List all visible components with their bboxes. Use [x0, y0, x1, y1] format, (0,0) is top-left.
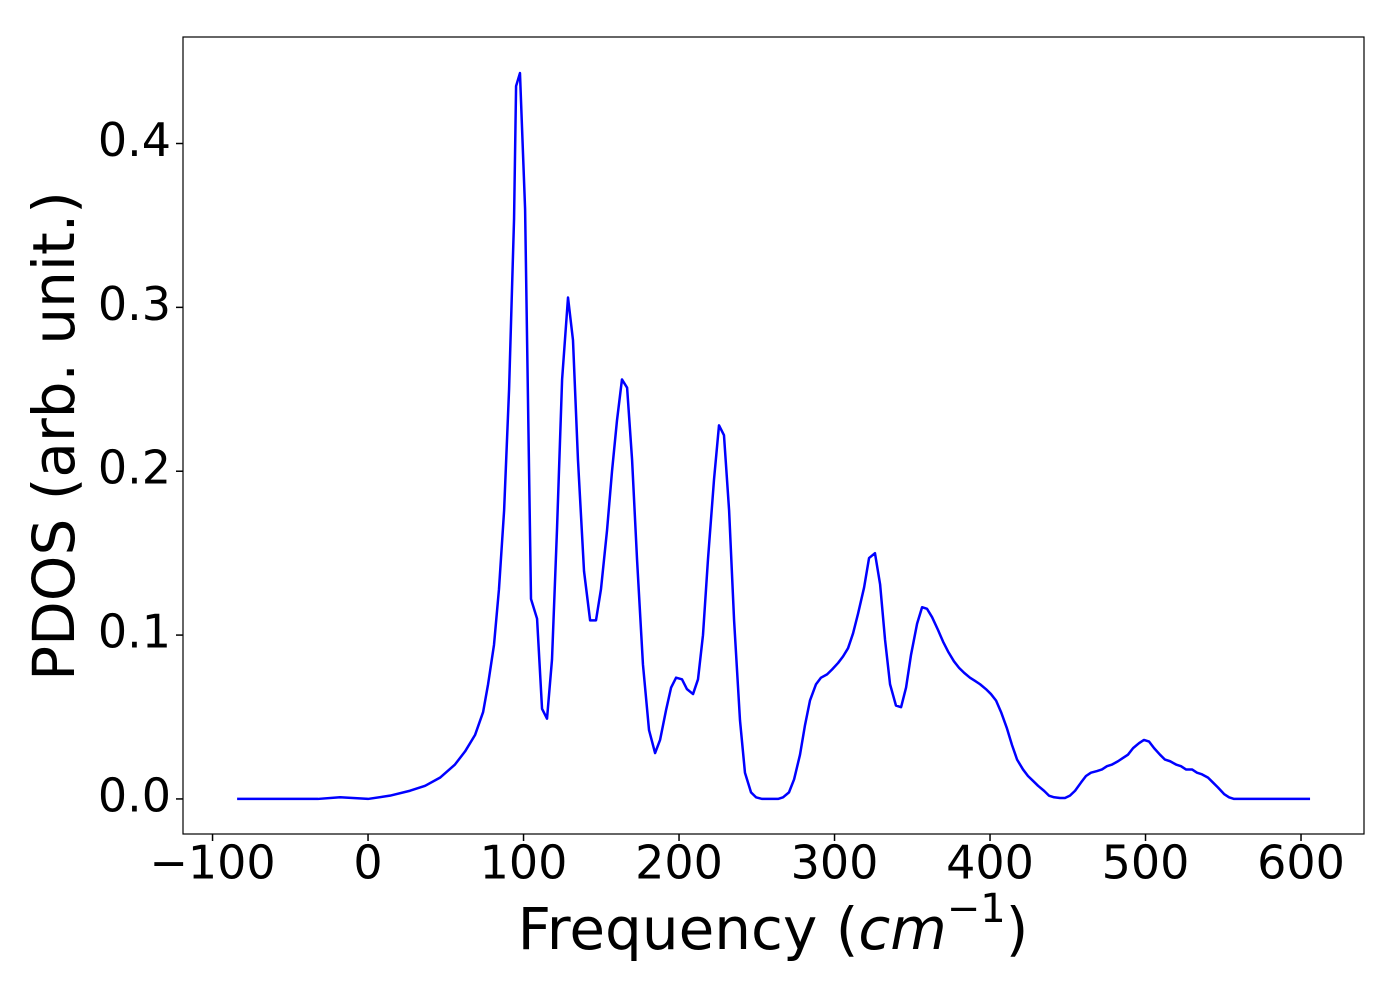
x-axis-label: Frequency (cm−1): [518, 886, 1029, 963]
x-tick-label: 600: [1257, 836, 1345, 890]
plot-frame: [182, 36, 1365, 835]
x-tick-label: 500: [1102, 836, 1190, 890]
x-tick-label: 400: [946, 836, 1034, 890]
x-tick-label: 300: [791, 836, 879, 890]
y-tick-label: 0.3: [98, 277, 171, 331]
y-tick-label: 0.2: [98, 441, 171, 495]
x-tick-label: −100: [149, 836, 275, 890]
data-line: [237, 71, 1311, 801]
y-tick-label: 0.0: [98, 768, 171, 822]
x-tick-label: 100: [480, 836, 568, 890]
x-tick-label: 0: [353, 836, 382, 890]
y-tick-label: 0.4: [98, 113, 171, 167]
y-tick-label: 0.1: [98, 605, 171, 659]
y-axis-label: PDOS (arb. unit.): [20, 191, 88, 681]
x-tick-label: 200: [635, 836, 723, 890]
